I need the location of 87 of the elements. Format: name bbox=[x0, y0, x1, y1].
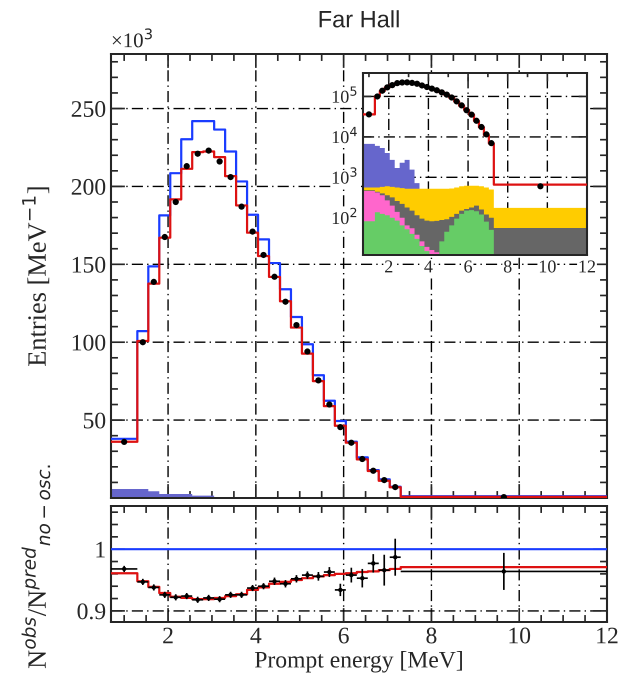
point bbox=[463, 107, 470, 114]
y-tick-label: 200 bbox=[72, 178, 106, 195]
point bbox=[392, 554, 398, 560]
point bbox=[360, 576, 365, 580]
point bbox=[438, 89, 445, 96]
point bbox=[366, 111, 372, 118]
point bbox=[404, 79, 410, 86]
point bbox=[468, 112, 475, 118]
y-tick-label: 10$^{3}$ bbox=[332, 167, 356, 184]
point bbox=[381, 476, 388, 484]
point bbox=[434, 87, 440, 94]
point bbox=[249, 228, 256, 235]
chart-title: Far Hall bbox=[320, 10, 399, 28]
point bbox=[184, 163, 190, 170]
y-tick-label: 100 bbox=[72, 334, 106, 351]
point bbox=[473, 118, 480, 124]
point bbox=[260, 252, 267, 258]
x-tick-label: 6 bbox=[338, 628, 349, 644]
point bbox=[448, 94, 455, 101]
point bbox=[424, 84, 430, 90]
point bbox=[162, 234, 168, 240]
text: ×10$^{3}$ bbox=[112, 28, 152, 48]
point bbox=[454, 98, 460, 105]
point bbox=[488, 140, 494, 146]
y-tick-label: 250 bbox=[72, 101, 106, 117]
point bbox=[394, 80, 400, 86]
x-tick-label: 10 bbox=[540, 260, 556, 273]
point bbox=[444, 91, 450, 98]
y-tick-label: 150 bbox=[72, 256, 106, 273]
point bbox=[293, 322, 300, 328]
x-tick-label: 8 bbox=[426, 628, 436, 644]
point bbox=[315, 377, 322, 384]
point bbox=[384, 84, 390, 91]
y-axis-title: N$^{obs}$/N$^{pred}$$_{no−osc.}$ bbox=[22, 466, 50, 668]
point bbox=[227, 174, 234, 180]
point bbox=[418, 82, 426, 89]
point bbox=[150, 278, 157, 286]
point bbox=[379, 88, 386, 94]
point bbox=[271, 274, 278, 280]
x-axis-title: Prompt energy [MeV] bbox=[254, 651, 462, 673]
point bbox=[458, 102, 465, 109]
point bbox=[206, 147, 212, 154]
x-tick-label: 10 bbox=[509, 628, 530, 644]
y-tick-label: 50 bbox=[84, 412, 106, 429]
point bbox=[348, 440, 354, 446]
x-tick-label: 2 bbox=[385, 260, 392, 272]
y-tick-label: 0.9 bbox=[78, 603, 106, 620]
point bbox=[338, 588, 343, 592]
point bbox=[359, 456, 366, 462]
y-tick-label: 10$^{5}$ bbox=[332, 86, 356, 103]
point bbox=[349, 572, 354, 578]
x-tick-label: 12 bbox=[597, 628, 618, 644]
point bbox=[121, 438, 128, 446]
point bbox=[428, 86, 436, 92]
point bbox=[374, 93, 380, 100]
point bbox=[483, 131, 490, 138]
point bbox=[414, 80, 420, 87]
point bbox=[326, 401, 332, 408]
x-tick-label: 8 bbox=[504, 260, 512, 273]
point bbox=[399, 79, 406, 86]
x-tick-label: 6 bbox=[464, 260, 472, 273]
point bbox=[371, 561, 376, 566]
y-tick-label: 10$^{2}$ bbox=[332, 208, 356, 224]
point bbox=[337, 424, 344, 430]
point bbox=[478, 124, 485, 130]
point bbox=[537, 183, 544, 190]
point bbox=[216, 158, 223, 165]
point bbox=[238, 204, 245, 210]
y-tick-label: 10$^{4}$ bbox=[332, 126, 357, 144]
point bbox=[370, 468, 376, 474]
x-tick-label: 4 bbox=[424, 260, 433, 272]
point bbox=[382, 568, 386, 572]
x-tick-label: 2 bbox=[163, 628, 173, 644]
x-tick-label: 12 bbox=[580, 260, 596, 272]
point bbox=[140, 339, 146, 346]
point bbox=[502, 569, 506, 574]
x-tick-label: 4 bbox=[250, 628, 262, 644]
point bbox=[408, 80, 416, 86]
point bbox=[392, 484, 398, 490]
y-tick-label: 1 bbox=[96, 542, 105, 558]
point bbox=[389, 82, 396, 88]
point bbox=[194, 150, 201, 157]
point bbox=[327, 570, 332, 574]
y-axis-title: Entries [MeV$^{−1}$] bbox=[22, 187, 50, 366]
point bbox=[304, 348, 311, 355]
point bbox=[282, 298, 289, 305]
point bbox=[172, 198, 179, 206]
